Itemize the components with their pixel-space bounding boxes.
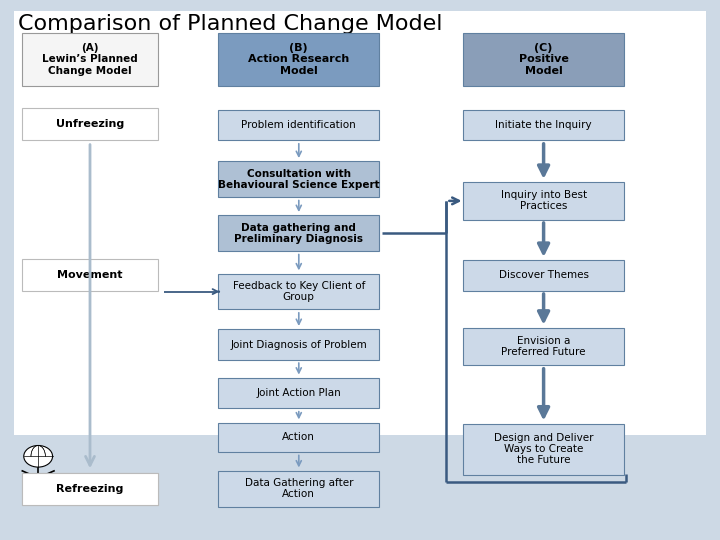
FancyBboxPatch shape: [14, 435, 706, 529]
FancyBboxPatch shape: [218, 32, 379, 86]
Text: Discover Themes: Discover Themes: [498, 271, 589, 280]
Text: Joint Diagnosis of Problem: Joint Diagnosis of Problem: [230, 340, 367, 349]
FancyBboxPatch shape: [463, 110, 624, 140]
FancyBboxPatch shape: [22, 473, 158, 504]
Text: Data Gathering after
Action: Data Gathering after Action: [245, 478, 353, 500]
FancyBboxPatch shape: [218, 274, 379, 309]
FancyBboxPatch shape: [22, 32, 158, 86]
Text: (A)
Lewin’s Planned
Change Model: (A) Lewin’s Planned Change Model: [42, 43, 138, 76]
Text: Refreezing: Refreezing: [56, 484, 124, 494]
FancyBboxPatch shape: [463, 328, 624, 365]
FancyBboxPatch shape: [22, 473, 158, 504]
FancyBboxPatch shape: [463, 32, 624, 86]
Text: Data gathering and
Preliminary Diagnosis: Data gathering and Preliminary Diagnosis: [234, 222, 364, 244]
Text: Problem identification: Problem identification: [241, 120, 356, 130]
FancyBboxPatch shape: [463, 260, 624, 291]
FancyBboxPatch shape: [218, 161, 379, 197]
Circle shape: [24, 446, 53, 467]
Text: Design and Deliver
Ways to Create
the Future: Design and Deliver Ways to Create the Fu…: [494, 433, 593, 465]
FancyBboxPatch shape: [218, 471, 379, 507]
FancyBboxPatch shape: [218, 110, 379, 140]
FancyBboxPatch shape: [463, 182, 624, 219]
Text: Unfreezing: Unfreezing: [56, 119, 124, 129]
Text: Feedback to Key Client of
Group: Feedback to Key Client of Group: [233, 281, 365, 302]
Text: (C)
Positive
Model: (C) Positive Model: [518, 43, 569, 76]
FancyBboxPatch shape: [463, 424, 624, 475]
FancyBboxPatch shape: [218, 215, 379, 251]
FancyBboxPatch shape: [218, 329, 379, 360]
FancyBboxPatch shape: [218, 378, 379, 408]
Text: Envision a
Preferred Future: Envision a Preferred Future: [501, 336, 586, 357]
Text: Comparison of Planned Change Model: Comparison of Planned Change Model: [18, 14, 443, 33]
Text: (B)
Action Research
Model: (B) Action Research Model: [248, 43, 349, 76]
FancyBboxPatch shape: [22, 108, 158, 140]
Text: Inquiry into Best
Practices: Inquiry into Best Practices: [500, 190, 587, 212]
FancyBboxPatch shape: [22, 260, 158, 292]
Text: Initiate the Inquiry: Initiate the Inquiry: [495, 120, 592, 130]
Text: Joint Action Plan: Joint Action Plan: [256, 388, 341, 398]
Text: Action: Action: [282, 433, 315, 442]
FancyBboxPatch shape: [218, 423, 379, 452]
Text: Movement: Movement: [58, 271, 122, 280]
Text: Refreezing: Refreezing: [56, 484, 124, 494]
Text: Consultation with
Behavioural Science Expert: Consultation with Behavioural Science Ex…: [218, 168, 379, 190]
FancyBboxPatch shape: [14, 11, 706, 440]
